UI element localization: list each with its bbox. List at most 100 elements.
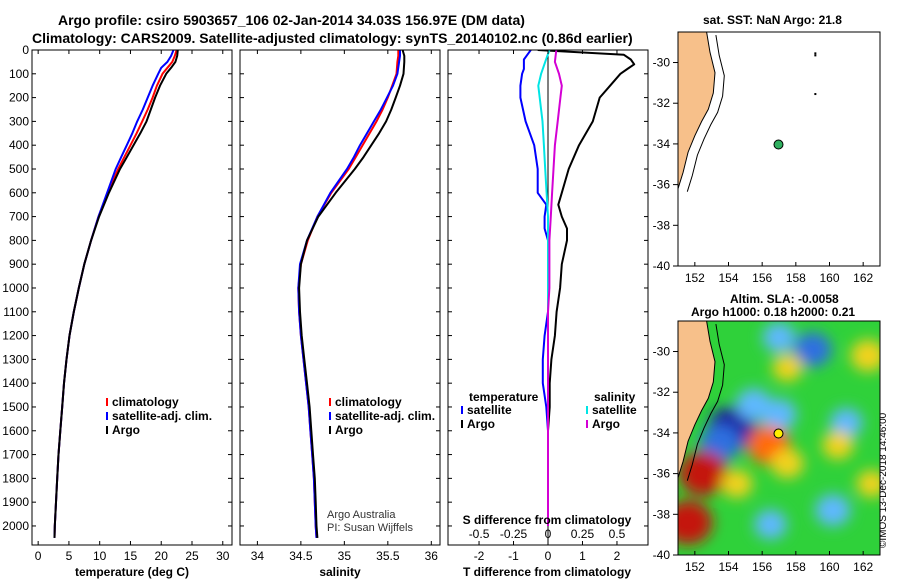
temperature-argo-line xyxy=(53,50,179,538)
sst-map-lat-label: -40 xyxy=(653,259,671,273)
depth-tick-label: 400 xyxy=(9,138,29,152)
legend-label-argo: Argo xyxy=(112,423,140,437)
legend-label-s-argo: Argo xyxy=(592,417,620,431)
sst-map-lat-label: -38 xyxy=(653,218,671,232)
salinity-xtick-label: 34.5 xyxy=(289,549,313,563)
sst-map-title: sat. SST: NaN Argo: 21.8 xyxy=(703,13,842,27)
altimetry-map-lon-label: 158 xyxy=(786,560,806,574)
sla-anomaly-blob xyxy=(850,339,880,372)
legend-label-t-satellite: satellite xyxy=(467,403,512,417)
sst-map-lat-label: -36 xyxy=(653,178,671,192)
profile-title: Argo profile: csiro 5903657_106 02-Jan-2… xyxy=(58,12,525,28)
s-difference-tick-label: 0.5 xyxy=(609,527,626,541)
sst-map-lon-label: 160 xyxy=(819,271,839,285)
altimetry-shelf-contour xyxy=(686,324,725,481)
depth-tick-label: 300 xyxy=(9,114,29,128)
sst-map-lon-label: 152 xyxy=(685,271,705,285)
legend-label-satellite: satellite-adj. clim. xyxy=(112,409,212,423)
salinity-xtick-label: 35 xyxy=(338,549,352,563)
altimetry-map-lon-label: 160 xyxy=(819,560,839,574)
sla-anomaly-blob xyxy=(771,448,804,479)
sla-anomaly-blob xyxy=(679,451,728,496)
difference-xtick-label: 1 xyxy=(579,549,586,563)
depth-tick-label: 100 xyxy=(9,67,29,81)
difference-xtick-label: -2 xyxy=(474,549,485,563)
depth-tick-label: 1600 xyxy=(2,424,29,438)
altimetry-map-lat-label: -38 xyxy=(653,507,671,521)
s-difference-label: S difference from climatology xyxy=(463,513,632,527)
depth-tick-label: 1700 xyxy=(2,448,29,462)
sla-anomaly-blob xyxy=(793,332,832,367)
difference-xtick-label: 2 xyxy=(614,549,621,563)
temperature-satellite-line xyxy=(53,50,175,538)
sla-anomaly-blob xyxy=(754,509,787,540)
diff-t-argo-line xyxy=(537,50,636,526)
sla-anomaly-blob xyxy=(699,424,741,462)
temperature-xtick-label: 5 xyxy=(66,549,73,563)
depth-tick-label: 1800 xyxy=(2,471,29,485)
salinity-xtick-label: 35.5 xyxy=(376,549,400,563)
difference-panel: -2 -1 0 1 2 S difference from climatology -0… xyxy=(447,49,649,579)
sst-map-lon-label: 162 xyxy=(853,271,873,285)
depth-tick-label: 800 xyxy=(9,233,29,247)
sla-anomaly-blob xyxy=(721,469,753,498)
sst-map-lat-label: -34 xyxy=(653,137,671,151)
depth-tick-label: 1000 xyxy=(2,281,29,295)
legend-label-climatology: climatology xyxy=(112,395,179,409)
temperature-legend: climatology satellite-adj. clim. Argo xyxy=(106,395,212,437)
salinity-argo-line xyxy=(298,50,406,538)
temperature-xtick-label: 10 xyxy=(93,549,107,563)
depth-tick-label: 700 xyxy=(9,210,29,224)
sla-anomaly-blob xyxy=(822,430,854,460)
temperature-climatology-line xyxy=(53,50,178,538)
altimetry-land xyxy=(678,321,716,479)
difference-legend: temperature satellite Argo salinity sate… xyxy=(461,390,637,431)
diff-t-satellite-line xyxy=(519,50,549,526)
altimetry-argo-marker xyxy=(773,428,784,439)
legend-label-satellite: satellite-adj. clim. xyxy=(335,409,435,423)
sst-map: 152 154 156 158 160 162 -30 -32 -34 -36 -38 -40 xyxy=(653,31,881,285)
temperature-xtick-label: 25 xyxy=(185,549,199,563)
altimetry-map-lat-label: -34 xyxy=(653,426,671,440)
altimetry-title-line2: Argo h1000: 0.18 h2000: 0.21 xyxy=(691,305,856,319)
altimetry-map-lon-label: 152 xyxy=(685,560,705,574)
legend-label-t-argo: Argo xyxy=(467,417,495,431)
legend-label-argo: Argo xyxy=(335,423,363,437)
sst-map-lat-label: -30 xyxy=(653,56,671,70)
sla-anomaly-blob xyxy=(815,494,851,527)
s-difference-tick-label: 0.25 xyxy=(571,527,595,541)
depth-tick-label: 1200 xyxy=(2,329,29,343)
altimetry-map-lon-label: 154 xyxy=(718,560,738,574)
s-difference-tick-label: -0.25 xyxy=(500,527,528,541)
legend-temperature-heading: temperature xyxy=(469,390,539,404)
sla-anomaly-blob xyxy=(830,407,863,438)
legend-label-climatology: climatology xyxy=(335,395,402,409)
depth-tick-label: 2000 xyxy=(2,519,29,533)
temperature-xtick-label: 20 xyxy=(155,549,169,563)
sla-anomaly-blob xyxy=(856,470,880,498)
sst-map-lon-label: 158 xyxy=(786,271,806,285)
depth-tick-label: 500 xyxy=(9,162,29,176)
sst-land xyxy=(678,32,716,190)
altimetry-map: 152 154 156 158 160 162 -30 -32 -34 -36 -38 -40 xyxy=(653,320,881,574)
altimetry-title-line1: Altim. SLA: -0.0058 xyxy=(730,292,839,306)
sst-map-lon-label: 154 xyxy=(718,271,738,285)
s-difference-tick-label: 0 xyxy=(545,527,552,541)
island-marker xyxy=(814,54,817,57)
depth-tick-label: 1300 xyxy=(2,352,29,366)
depth-tick-label: 1100 xyxy=(3,305,29,319)
sla-anomaly-blob xyxy=(761,398,797,431)
depth-tick-label: 0 xyxy=(22,43,29,57)
altimetry-map-lat-label: -36 xyxy=(653,467,671,481)
temperature-panel: 0 5 10 15 20 25 300100200300400500600700800900… xyxy=(2,43,233,579)
depth-tick-label: 600 xyxy=(9,186,29,200)
difference-xtick-label: 0 xyxy=(545,549,552,563)
t-difference-xlabel: T difference from climatology xyxy=(463,565,631,579)
depth-tick-label: 1400 xyxy=(2,376,29,390)
depth-tick-label: 900 xyxy=(9,257,29,271)
sla-anomaly-blob xyxy=(762,322,796,353)
diff-s-argo-line xyxy=(547,50,563,526)
altimetry-map-lat-label: -32 xyxy=(653,385,671,399)
depth-tick-label: 1900 xyxy=(2,495,29,509)
